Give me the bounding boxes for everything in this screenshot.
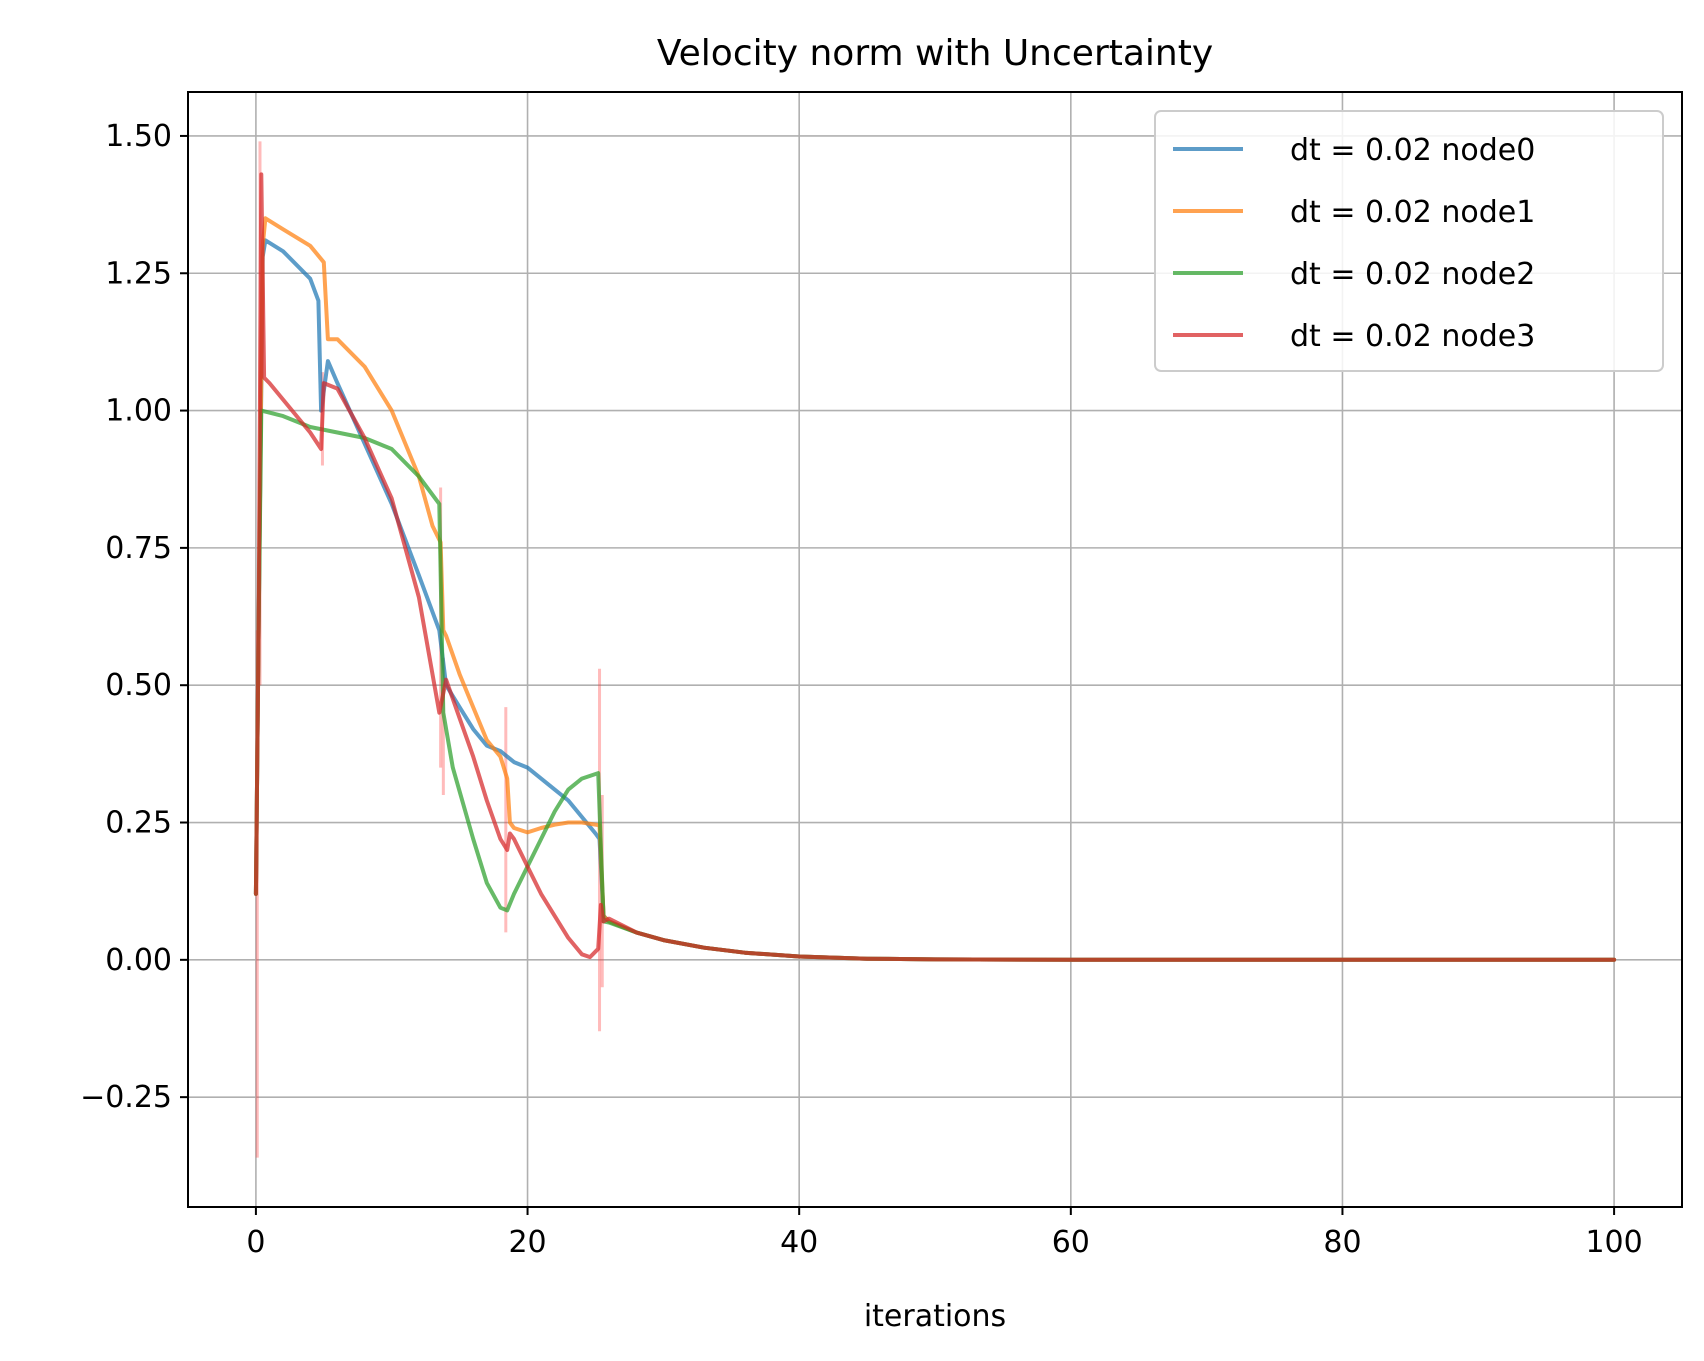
y-tick-label: −0.25	[80, 1080, 172, 1115]
plot-frame	[187, 91, 1683, 1208]
legend-label: dt = 0.02 node1	[1290, 195, 1535, 230]
y-axis-ticks: −0.25 0.00 0.25 0.50 0.75 1.00 1.25 1.50	[80, 119, 188, 1115]
y-tick-label: 0.75	[105, 531, 172, 566]
series-line-node3	[253, 172, 1617, 962]
x-tick-label: 0	[246, 1225, 265, 1260]
legend: dt = 0.02 node0 dt = 0.02 node1 dt = 0.02 …	[1154, 110, 1664, 372]
legend-box	[1154, 110, 1664, 372]
y-tick-label: 0.25	[105, 806, 172, 841]
x-axis-label: iterations	[864, 1299, 1006, 1334]
x-tick-label: 80	[1323, 1225, 1361, 1260]
chart-title: Velocity norm with Uncertainty	[657, 33, 1213, 74]
y-tick-label: 1.25	[105, 256, 172, 291]
legend-label: dt = 0.02 node3	[1290, 319, 1535, 354]
x-tick-label: 40	[780, 1225, 818, 1260]
legend-label: dt = 0.02 node0	[1290, 133, 1535, 168]
y-tick-label: 0.50	[105, 668, 172, 703]
grid-lines	[188, 92, 1682, 1207]
y-tick-label: 0.00	[105, 943, 172, 978]
legend-label: dt = 0.02 node2	[1290, 257, 1535, 292]
x-tick-label: 20	[508, 1225, 546, 1260]
x-tick-label: 60	[1052, 1225, 1090, 1260]
x-tick-label: 100	[1585, 1225, 1642, 1260]
series-lines	[253, 172, 1617, 962]
x-axis-ticks: 0 20 40 60 80 100	[246, 1207, 1643, 1260]
y-tick-label: 1.50	[105, 119, 172, 154]
y-tick-label: 1.00	[105, 394, 172, 429]
